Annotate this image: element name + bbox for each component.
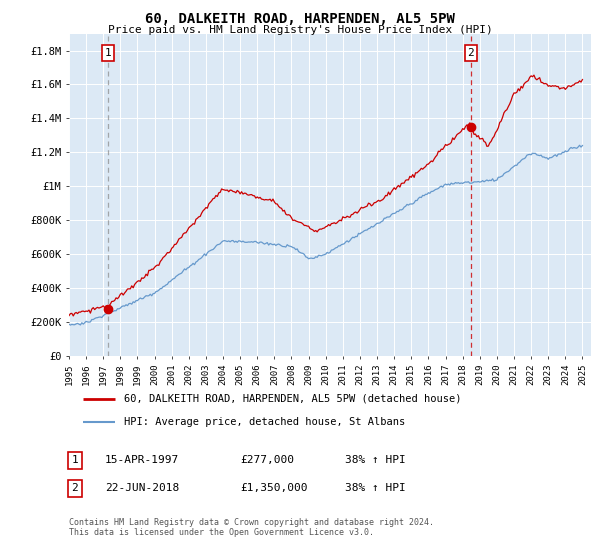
- Text: 15-APR-1997: 15-APR-1997: [105, 455, 179, 465]
- Text: 60, DALKEITH ROAD, HARPENDEN, AL5 5PW (detached house): 60, DALKEITH ROAD, HARPENDEN, AL5 5PW (d…: [124, 394, 461, 404]
- Text: 1: 1: [71, 455, 79, 465]
- Text: 2: 2: [467, 48, 474, 58]
- Text: 1: 1: [105, 48, 112, 58]
- Text: 2: 2: [71, 483, 79, 493]
- Text: HPI: Average price, detached house, St Albans: HPI: Average price, detached house, St A…: [124, 417, 405, 427]
- Text: 60, DALKEITH ROAD, HARPENDEN, AL5 5PW: 60, DALKEITH ROAD, HARPENDEN, AL5 5PW: [145, 12, 455, 26]
- Text: 22-JUN-2018: 22-JUN-2018: [105, 483, 179, 493]
- Text: £277,000: £277,000: [240, 455, 294, 465]
- Text: 38% ↑ HPI: 38% ↑ HPI: [345, 455, 406, 465]
- Text: £1,350,000: £1,350,000: [240, 483, 308, 493]
- Text: 38% ↑ HPI: 38% ↑ HPI: [345, 483, 406, 493]
- Text: Price paid vs. HM Land Registry's House Price Index (HPI): Price paid vs. HM Land Registry's House …: [107, 25, 493, 35]
- Text: Contains HM Land Registry data © Crown copyright and database right 2024.
This d: Contains HM Land Registry data © Crown c…: [69, 518, 434, 538]
